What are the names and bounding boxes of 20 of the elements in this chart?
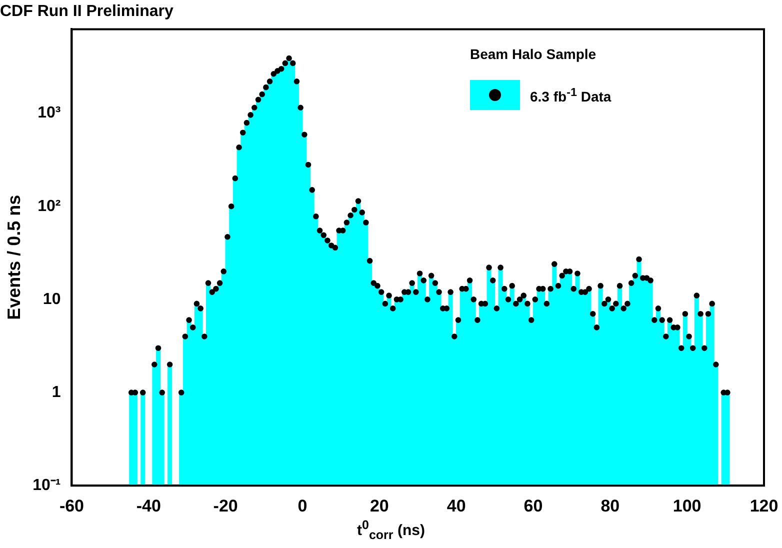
x-tick-label: 20: [370, 496, 389, 516]
x-tick-label: -20: [213, 496, 238, 516]
y-tick-label: 10³: [38, 104, 61, 122]
x-tick-label: -60: [59, 496, 84, 516]
legend-label: 6.3 fb$^{-1}$ Data: [530, 86, 612, 104]
y-tick-label: 10: [42, 290, 61, 308]
y-tick-label: 10⁻¹: [32, 477, 61, 494]
x-tick-label: 60: [524, 496, 543, 516]
x-tick-label: 40: [446, 496, 466, 516]
x-tick-label: 80: [600, 496, 620, 516]
x-tick-label: 120: [750, 496, 778, 516]
legend-title: Beam Halo Sample: [470, 46, 598, 62]
y-tick-label: 10²: [38, 198, 61, 215]
y-tick-label: 1: [52, 384, 61, 401]
x-tick-label: 100: [672, 496, 702, 516]
chart-title: CDF Run II Preliminary: [0, 3, 174, 20]
x-tick-label: -40: [136, 496, 161, 516]
x-tick-label: 0: [298, 496, 308, 516]
y-axis-title: Events / 0.5 ns: [4, 194, 24, 320]
x-axis-title: t$^{0}$$_{corr}$ (ns): [356, 518, 426, 542]
